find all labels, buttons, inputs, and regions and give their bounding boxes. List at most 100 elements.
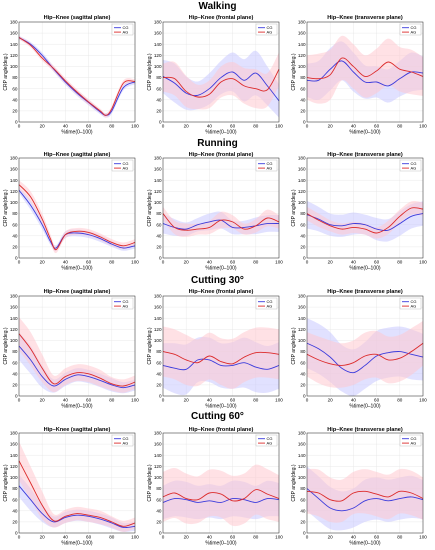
x-tick-label: 20 xyxy=(40,124,46,129)
y-tick-label: 140 xyxy=(154,316,162,321)
x-tick-label: 100 xyxy=(131,260,139,265)
cg-series-line xyxy=(162,497,280,503)
y-tick-label: 180 xyxy=(298,156,306,161)
y-tick-label: 180 xyxy=(10,156,18,161)
y-tick-label: 0 xyxy=(159,120,162,125)
y-tick-label: 80 xyxy=(156,75,162,80)
y-tick-label: 40 xyxy=(12,371,18,376)
plot-frame xyxy=(306,157,424,259)
x-tick-label: 80 xyxy=(253,260,259,265)
y-tick-label: 0 xyxy=(303,256,306,261)
y-tick-label: 80 xyxy=(300,349,306,354)
y-tick-label: 20 xyxy=(12,519,18,524)
y-tick-label: 100 xyxy=(298,200,306,205)
y-tick-label: 60 xyxy=(12,497,18,502)
y-tick-label: 40 xyxy=(300,233,306,238)
y-tick-label: 140 xyxy=(10,42,18,47)
y-tick-label: 140 xyxy=(298,42,306,47)
x-tick-label: 40 xyxy=(63,398,69,403)
y-tick-label: 160 xyxy=(10,442,18,447)
x-axis-label: %time(0–100) xyxy=(349,541,380,547)
legend-entry: CG xyxy=(123,161,129,166)
y-tick-label: 40 xyxy=(12,233,18,238)
y-tick-label: 40 xyxy=(156,508,162,513)
x-tick-label: 40 xyxy=(207,398,213,403)
legend-box xyxy=(111,297,134,310)
y-tick-label: 100 xyxy=(10,200,18,205)
x-tick-label: 20 xyxy=(40,535,46,540)
plot-frame xyxy=(306,21,424,123)
y-tick-label: 60 xyxy=(156,86,162,91)
y-tick-label: 100 xyxy=(10,64,18,69)
y-tick-label: 100 xyxy=(154,200,162,205)
chart-panel: Hip–Knee (frontal plane) 0 20 40 60 80 100 120 1… xyxy=(147,289,283,410)
chart-panel: Hip–Knee (sagittal plane) 0 20 40 60 80 100 120… xyxy=(3,152,139,272)
y-axis-label: CRP angle(deg.) xyxy=(3,464,9,501)
ag-series-line xyxy=(162,351,280,365)
chart-panel: Hip–Knee (sagittal plane) 0 20 40 60 80 100 120… xyxy=(3,289,139,410)
x-tick-label: 20 xyxy=(328,124,334,129)
ag-series-line xyxy=(162,213,280,231)
legend-box xyxy=(399,434,422,447)
cg-series-line xyxy=(306,488,424,512)
legend-box xyxy=(111,434,134,447)
panel-title: Hip–Knee (frontal plane) xyxy=(189,15,254,21)
legend-entry: AG xyxy=(267,304,273,309)
y-tick-label: 60 xyxy=(300,86,306,91)
x-tick-label: 20 xyxy=(184,398,190,403)
y-tick-label: 140 xyxy=(10,178,18,183)
y-tick-label: 120 xyxy=(154,189,162,194)
y-tick-label: 20 xyxy=(156,382,162,387)
y-tick-label: 0 xyxy=(159,531,162,536)
chart-panel: Hip–Knee (frontal plane) 0 20 40 60 80 100 120 1… xyxy=(147,427,283,547)
y-tick-label: 20 xyxy=(12,244,18,249)
y-tick-label: 0 xyxy=(303,531,306,536)
legend-entry: CG xyxy=(267,161,273,166)
legend-box xyxy=(399,297,422,310)
panel-title: Hip–Knee (sagittal plane) xyxy=(44,152,111,158)
legend-box xyxy=(255,159,278,172)
y-tick-label: 80 xyxy=(156,211,162,216)
x-tick-label: 40 xyxy=(351,124,357,129)
ag-series-line xyxy=(18,184,136,251)
y-axis-label: CRP angle(deg.) xyxy=(291,189,297,226)
x-tick-label: 80 xyxy=(109,124,115,129)
x-axis-label: %time(0–100) xyxy=(349,266,380,272)
x-tick-label: 100 xyxy=(275,124,283,129)
y-tick-label: 120 xyxy=(298,464,306,469)
x-tick-label: 80 xyxy=(253,124,259,129)
legend-entry: AG xyxy=(123,304,129,309)
plot-frame xyxy=(306,432,424,534)
x-tick-label: 100 xyxy=(275,398,283,403)
cg-series-line xyxy=(18,345,136,389)
y-tick-label: 140 xyxy=(298,453,306,458)
y-tick-label: 60 xyxy=(300,222,306,227)
ag-series-line xyxy=(18,333,136,387)
ag-sd-band xyxy=(163,206,279,237)
y-tick-label: 160 xyxy=(10,167,18,172)
y-tick-label: 160 xyxy=(298,167,306,172)
y-tick-label: 80 xyxy=(156,486,162,491)
y-tick-label: 120 xyxy=(154,327,162,332)
y-tick-label: 0 xyxy=(15,120,18,125)
y-tick-label: 0 xyxy=(15,531,18,536)
y-tick-label: 140 xyxy=(10,316,18,321)
legend-entry: AG xyxy=(267,441,273,446)
y-tick-label: 160 xyxy=(154,31,162,36)
y-tick-label: 140 xyxy=(154,178,162,183)
legend-entry: AG xyxy=(411,166,417,171)
y-tick-label: 100 xyxy=(10,338,18,343)
y-tick-label: 140 xyxy=(154,42,162,47)
legend-entry: AG xyxy=(123,166,129,171)
x-tick-label: 40 xyxy=(207,260,213,265)
x-tick-label: 40 xyxy=(351,260,357,265)
row-title: Running xyxy=(197,138,238,149)
panel-title: Hip–Knee (sagittal plane) xyxy=(44,289,111,295)
legend-entry: AG xyxy=(123,30,129,35)
x-tick-label: 60 xyxy=(374,260,380,265)
ag-series-line xyxy=(162,489,280,502)
ag-sd-band xyxy=(307,200,423,239)
x-tick-label: 0 xyxy=(306,124,309,129)
x-tick-label: 40 xyxy=(63,124,69,129)
